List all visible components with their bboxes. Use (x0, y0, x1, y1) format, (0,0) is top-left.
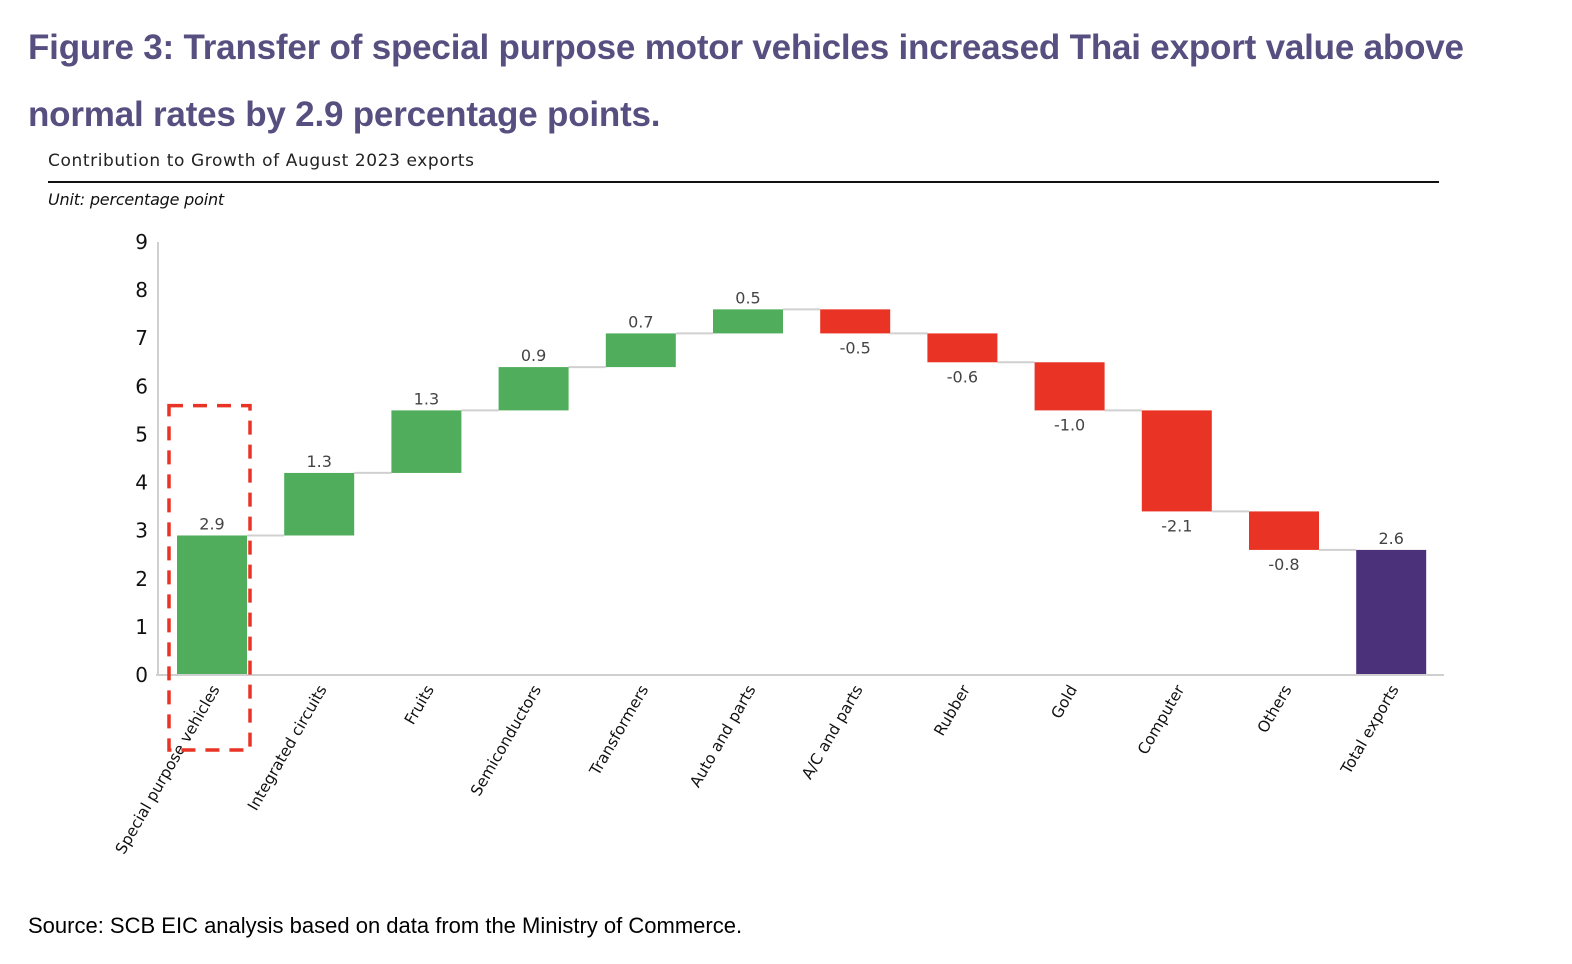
y-tick-label: 4 (135, 471, 148, 495)
category-label: Transformers (586, 682, 653, 779)
y-tick-labels: 0 1 2 3 4 5 6 7 8 9 (135, 230, 148, 687)
y-tick-label: 6 (135, 374, 148, 398)
bar-total (1356, 549, 1427, 675)
category-label: Total exports (1337, 682, 1403, 778)
figure-title: Figure 3: Transfer of special purpose mo… (28, 28, 1464, 134)
chart-subtitle: Contribution to Growth of August 2023 ex… (48, 151, 475, 171)
axes (156, 242, 1444, 676)
data-label: 1.3 (414, 389, 439, 408)
y-tick-label: 8 (135, 278, 148, 302)
source-note: Source: SCB EIC analysis based on data f… (28, 913, 743, 938)
connectors (247, 308, 1357, 551)
highlight-box (167, 403, 252, 752)
highlight (167, 403, 252, 752)
category-label: Fruits (401, 682, 438, 728)
category-label: Rubber (931, 681, 975, 739)
data-label: 0.7 (628, 312, 653, 331)
bar-increase (391, 410, 462, 473)
y-tick-label: 3 (135, 519, 148, 543)
category-label: A/C and parts (798, 682, 866, 782)
data-label: 0.9 (521, 346, 546, 365)
bar-decrease (820, 309, 891, 334)
category-label: Computer (1134, 681, 1188, 757)
bar-increase (284, 472, 355, 536)
data-label: -0.6 (947, 367, 978, 386)
y-tick-label: 5 (135, 422, 148, 446)
y-tick-label: 2 (135, 567, 148, 591)
category-labels: Special purpose vehicles Integrated circu… (112, 681, 1403, 857)
data-label: 0.5 (735, 288, 760, 307)
category-label: Special purpose vehicles (112, 682, 224, 857)
waterfall-chart: 0 1 2 3 4 5 6 7 8 9 2.9 1.3 1.3 0.9 0.7 0.5 -0.5 -0.6 -1.… (112, 230, 1444, 857)
bar-increase (177, 535, 247, 675)
bar-decrease (1249, 511, 1319, 550)
data-label: 1.3 (306, 452, 331, 471)
data-label: -0.8 (1268, 555, 1299, 574)
y-tick-label: 1 (135, 615, 148, 639)
y-tick-label: 0 (135, 663, 148, 687)
bar-decrease (927, 333, 998, 363)
data-label: 2.6 (1378, 529, 1403, 548)
bar-decrease (1141, 410, 1212, 512)
y-tick-label: 9 (135, 230, 148, 254)
data-label: -2.1 (1161, 516, 1192, 535)
category-label: Integrated circuits (244, 682, 330, 814)
category-label: Auto and parts (686, 682, 759, 790)
bar-increase (713, 309, 783, 334)
data-labels: 2.9 1.3 1.3 0.9 0.7 0.5 -0.5 -0.6 -1.0 -2.1 -0.8 2.… (199, 288, 1404, 574)
y-tick-label: 7 (135, 326, 148, 350)
header-divider (48, 181, 1439, 183)
data-label: -0.5 (840, 338, 871, 357)
data-label: -1.0 (1054, 415, 1085, 434)
category-label: Others (1254, 682, 1296, 736)
data-label: 2.9 (199, 514, 224, 533)
category-label: Gold (1048, 682, 1081, 722)
bar-increase (605, 333, 676, 368)
unit-label: Unit: percentage point (48, 190, 224, 209)
category-label: Semiconductors (467, 682, 545, 799)
bars (177, 309, 1427, 675)
bar-increase (498, 367, 569, 411)
bar-decrease (1034, 362, 1105, 411)
